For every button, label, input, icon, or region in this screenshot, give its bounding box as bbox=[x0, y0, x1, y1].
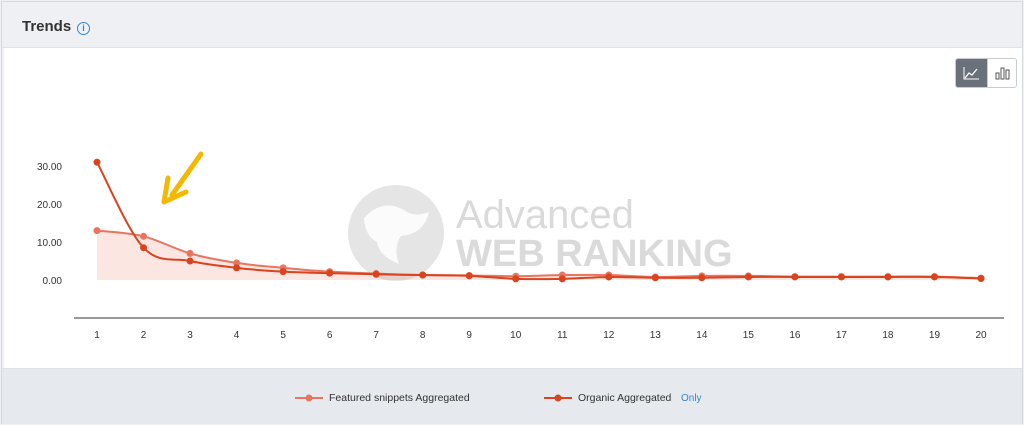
data-point-organic bbox=[930, 273, 938, 281]
y-tick-label: 20.00 bbox=[37, 200, 62, 211]
x-tick-label: 18 bbox=[882, 330, 894, 341]
data-point-organic bbox=[279, 268, 287, 276]
data-point-organic bbox=[791, 273, 799, 281]
data-point-organic bbox=[93, 158, 101, 166]
x-tick-label: 2 bbox=[141, 330, 147, 341]
x-tick-label: 8 bbox=[420, 330, 426, 341]
chart-type-toggle bbox=[955, 58, 1017, 88]
data-point-organic bbox=[884, 273, 892, 281]
x-tick-label: 12 bbox=[603, 330, 615, 341]
chart-area: Advanced WEB RANKING 1 2 3 4 5 6 7 8 9 10 11 12 13 14… bbox=[4, 48, 1022, 368]
y-tick-label: 10.00 bbox=[37, 238, 62, 249]
x-tick-label: 14 bbox=[696, 330, 708, 341]
watermark-line2: WEB RANKING bbox=[456, 233, 733, 275]
data-point-organic bbox=[837, 273, 845, 281]
data-point-organic bbox=[186, 257, 194, 265]
panel-title: Trends bbox=[22, 18, 72, 35]
bar-chart-icon bbox=[995, 67, 1010, 80]
line-chart-icon bbox=[963, 67, 979, 80]
data-point-featured-snippets bbox=[186, 249, 194, 257]
legend-only-link[interactable]: Only bbox=[681, 393, 702, 404]
x-tick-label: 11 bbox=[557, 330, 568, 341]
axes: 1 2 3 4 5 6 7 8 9 10 11 12 13 14 15 16 17 18 19 200.0010.00… bbox=[37, 162, 1004, 341]
x-tick-label: 7 bbox=[373, 330, 379, 341]
info-icon[interactable]: i bbox=[77, 22, 90, 35]
data-point-organic bbox=[372, 270, 380, 278]
line-chart-button[interactable] bbox=[956, 59, 987, 87]
x-tick-label: 13 bbox=[650, 330, 662, 341]
y-tick-label: 0.00 bbox=[43, 276, 63, 287]
legend-item-organic[interactable]: Organic Aggregated bbox=[544, 390, 671, 406]
trends-chart: Advanced WEB RANKING 1 2 3 4 5 6 7 8 9 10 11 12 13 14… bbox=[37, 151, 1004, 341]
x-tick-label: 19 bbox=[929, 330, 941, 341]
data-point-organic bbox=[140, 244, 148, 252]
data-point-organic bbox=[419, 271, 427, 279]
data-point-organic bbox=[698, 274, 706, 282]
x-tick-label: 20 bbox=[975, 330, 987, 341]
data-point-organic bbox=[233, 264, 241, 272]
legend-item-featured-snippets[interactable]: Featured snippets Aggregated bbox=[295, 390, 470, 406]
watermark: Advanced WEB RANKING bbox=[348, 185, 733, 281]
x-tick-label: 6 bbox=[327, 330, 333, 341]
arrow-icon bbox=[161, 151, 204, 205]
panel-header: Trends i bbox=[2, 2, 1022, 48]
legend-swatch-organic bbox=[544, 394, 572, 402]
legend-label-featured-snippets: Featured snippets Aggregated bbox=[329, 392, 470, 404]
data-point-organic bbox=[651, 274, 659, 282]
data-point-organic bbox=[512, 275, 520, 283]
x-tick-label: 5 bbox=[280, 330, 286, 341]
legend-footer bbox=[2, 368, 1022, 424]
bar-chart-button[interactable] bbox=[987, 59, 1016, 87]
data-point-organic bbox=[326, 269, 334, 277]
data-point-organic bbox=[465, 272, 473, 280]
x-tick-label: 15 bbox=[743, 330, 755, 341]
x-tick-label: 16 bbox=[789, 330, 801, 341]
x-tick-label: 1 bbox=[94, 330, 100, 341]
x-tick-label: 10 bbox=[510, 330, 522, 341]
data-point-organic bbox=[605, 273, 613, 281]
y-tick-label: 30.00 bbox=[37, 162, 62, 173]
data-point-featured-snippets bbox=[140, 232, 148, 240]
x-tick-label: 17 bbox=[836, 330, 848, 341]
watermark-line1: Advanced bbox=[456, 193, 634, 237]
x-tick-label: 9 bbox=[466, 330, 472, 341]
data-point-organic bbox=[744, 273, 752, 281]
legend-swatch-featured-snippets bbox=[295, 394, 323, 402]
plot-area bbox=[93, 158, 985, 283]
series-area-featured-snippets bbox=[97, 230, 981, 280]
data-point-featured-snippets bbox=[233, 259, 241, 267]
data-point-organic bbox=[558, 275, 566, 283]
x-tick-label: 4 bbox=[234, 330, 240, 341]
data-point-featured-snippets bbox=[93, 227, 101, 235]
legend-label-organic: Organic Aggregated bbox=[578, 392, 672, 404]
data-point-organic bbox=[977, 274, 985, 282]
x-tick-label: 3 bbox=[187, 330, 193, 341]
